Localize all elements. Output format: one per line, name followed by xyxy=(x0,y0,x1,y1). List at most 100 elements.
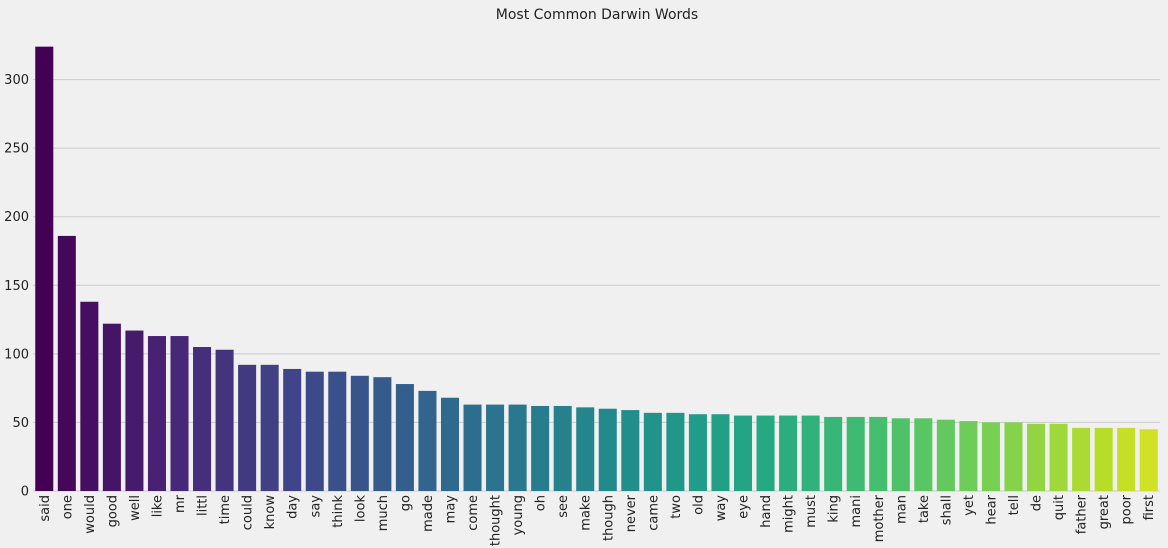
x-tick-label: old xyxy=(691,495,706,515)
bar-may xyxy=(440,397,460,491)
x-tick-label: shall xyxy=(939,495,954,525)
bar-mani xyxy=(846,416,865,491)
x-tick-label: see xyxy=(556,495,571,518)
bar-eye xyxy=(733,415,753,491)
bar-make xyxy=(576,407,595,491)
bar-first xyxy=(1139,429,1158,491)
x-tick-label: might xyxy=(782,495,797,533)
x-tick-label: mother xyxy=(872,494,887,542)
bar-young xyxy=(508,404,527,491)
x-tick-label: poor xyxy=(1120,494,1135,524)
bar-great xyxy=(1094,427,1113,491)
y-tick-label: 50 xyxy=(12,416,29,431)
bar-littl xyxy=(193,347,212,491)
bar-man xyxy=(891,418,910,491)
bar-say xyxy=(305,371,324,491)
y-tick-label: 200 xyxy=(4,210,29,225)
x-tick-label: mr xyxy=(173,494,188,513)
x-tick-label: yet xyxy=(962,495,977,516)
bar-poor xyxy=(1117,427,1136,491)
x-tick-label: know xyxy=(263,495,278,530)
y-tick-label: 100 xyxy=(4,347,29,362)
bar-might xyxy=(779,415,798,491)
bar-came xyxy=(643,412,662,491)
y-axis: 0 50 100 150 200 250 300 xyxy=(4,73,29,499)
x-tick-label: go xyxy=(398,495,413,511)
x-tick-label: thought xyxy=(489,495,504,546)
x-tick-label: think xyxy=(331,495,346,528)
x-tick-label: may xyxy=(443,495,458,524)
bar-quit xyxy=(1049,423,1068,491)
bar-never xyxy=(621,410,640,491)
x-tick-label: said xyxy=(38,495,53,522)
x-tick-label: much xyxy=(376,495,391,531)
x-tick-label: young xyxy=(511,495,526,535)
x-tick-label: would xyxy=(83,495,98,534)
x-tick-label: made xyxy=(421,495,436,532)
x-tick-label: make xyxy=(579,495,594,531)
bar-time xyxy=(215,349,234,491)
bar-good xyxy=(102,323,121,491)
bar-tell xyxy=(1004,422,1023,491)
x-tick-label: great xyxy=(1097,495,1112,529)
x-tick-label: hand xyxy=(759,495,774,528)
bar-go xyxy=(395,384,414,491)
bar-two xyxy=(666,412,685,491)
x-tick-label: de xyxy=(1030,495,1045,511)
x-tick-label: good xyxy=(105,495,120,527)
bar-see xyxy=(553,405,572,491)
bar-take xyxy=(914,418,933,491)
y-tick-label: 0 xyxy=(21,485,29,500)
bar-look xyxy=(350,375,369,491)
x-tick-label: came xyxy=(646,495,661,531)
x-tick-label: quit xyxy=(1052,495,1067,520)
x-tick-label: could xyxy=(241,495,256,530)
x-tick-label: one xyxy=(60,495,75,519)
x-tick-label: say xyxy=(308,495,323,518)
x-tick-label: look xyxy=(353,495,368,523)
x-tick-label: time xyxy=(218,495,233,524)
bar-much xyxy=(373,377,392,491)
x-tick-label: man xyxy=(894,495,909,524)
y-tick-label: 300 xyxy=(4,73,29,88)
bar-yet xyxy=(959,421,978,491)
bar-old xyxy=(688,414,707,491)
x-tick-label: take xyxy=(917,495,932,523)
bar-though xyxy=(598,408,617,491)
x-tick-label: tell xyxy=(1007,495,1022,515)
bar-come xyxy=(463,404,482,491)
bar-de xyxy=(1027,423,1046,491)
bar-oh xyxy=(531,405,550,491)
bar-mr xyxy=(170,336,189,491)
bar-mother xyxy=(869,416,888,491)
bar-one xyxy=(57,235,76,491)
bar-layer xyxy=(35,46,1158,491)
x-tick-label: like xyxy=(150,495,165,517)
bar-must xyxy=(801,415,820,491)
y-tick-label: 250 xyxy=(4,142,29,157)
x-tick-label: father xyxy=(1075,494,1090,534)
bar-hear xyxy=(981,422,1000,491)
x-tick-label: come xyxy=(466,495,481,531)
x-tick-label: hear xyxy=(984,494,999,524)
x-tick-label: littl xyxy=(196,495,211,516)
x-tick-label: first xyxy=(1142,495,1157,520)
x-tick-label: way xyxy=(714,495,729,522)
x-tick-label: day xyxy=(286,495,301,519)
bar-made xyxy=(418,390,437,491)
bar-said xyxy=(35,46,54,491)
bar-day xyxy=(283,368,302,491)
bar-shall xyxy=(936,419,955,491)
bar-like xyxy=(147,336,166,491)
x-tick-label: though xyxy=(601,495,616,541)
bar-well xyxy=(125,330,144,491)
x-tick-label: well xyxy=(128,495,143,521)
x-tick-label: never xyxy=(624,494,639,532)
bar-father xyxy=(1072,427,1091,491)
bar-think xyxy=(328,371,347,491)
bar-know xyxy=(260,364,279,491)
bar-hand xyxy=(756,415,775,491)
x-tick-label: king xyxy=(827,495,842,523)
